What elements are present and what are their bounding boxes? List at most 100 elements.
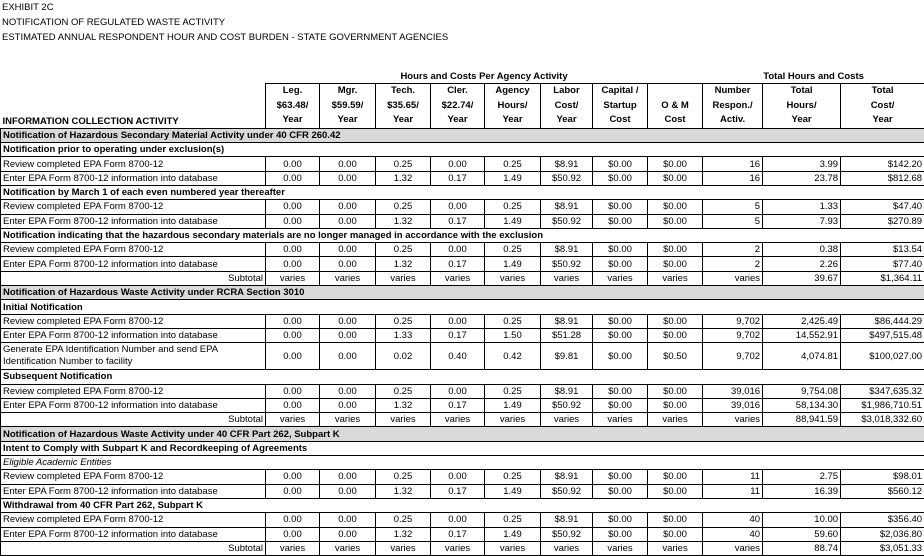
value-cell: 0.25 <box>485 200 541 214</box>
value-cell: 0.00 <box>320 384 376 398</box>
value-cell: $50.92 <box>541 257 593 271</box>
subgroup-title: Eligible Academic Entities <box>1 456 924 470</box>
value-cell: 0.00 <box>266 470 320 484</box>
value-cell: $0.00 <box>648 171 703 185</box>
value-cell: 7.93 <box>763 214 841 228</box>
value-cell: 2.75 <box>763 470 841 484</box>
header-line: Agency <box>487 84 538 99</box>
value-cell: $0.00 <box>593 328 648 342</box>
value-cell: 16 <box>703 171 763 185</box>
value-cell: 2,425.49 <box>763 314 841 328</box>
activity-label: Enter EPA Form 8700-12 information into … <box>1 484 266 498</box>
value-cell: 0.00 <box>431 200 485 214</box>
subsection-title: Initial Notification <box>1 300 924 314</box>
value-cell: 40 <box>703 527 763 541</box>
data-row: Enter EPA Form 8700-12 information into … <box>1 527 924 541</box>
activity-label: Review completed EPA Form 8700-12 <box>1 384 266 398</box>
header-line: Startup <box>595 99 645 114</box>
group-header: Hours and Costs Per Agency Activity <box>266 70 703 84</box>
subsection-row: Notification indicating that the hazardo… <box>1 228 924 242</box>
value-cell: 0.00 <box>266 314 320 328</box>
value-cell: $0.00 <box>593 343 648 370</box>
subsection-title: Withdrawal from 40 CFR Part 262, Subpart… <box>1 498 924 512</box>
subsection-row: Initial Notification <box>1 300 924 314</box>
header-line: $35.65/ <box>378 99 428 114</box>
value-cell: $47.40 <box>841 200 924 214</box>
value-cell: 0.00 <box>320 157 376 171</box>
value-cell: 0.00 <box>320 243 376 257</box>
value-cell: $356.40 <box>841 513 924 527</box>
subsection-title: Subsequent Notification <box>1 370 924 384</box>
value-cell: varies <box>648 541 703 555</box>
subtotal-label: Subtotal <box>1 541 266 555</box>
value-cell: $0.00 <box>593 200 648 214</box>
value-cell: varies <box>266 413 320 427</box>
value-cell: 1.32 <box>376 257 431 271</box>
value-cell: $347,635.32 <box>841 384 924 398</box>
value-cell: 0.00 <box>320 470 376 484</box>
value-cell: $0.00 <box>648 214 703 228</box>
value-cell: 1.49 <box>485 171 541 185</box>
value-cell: 16 <box>703 157 763 171</box>
value-cell: varies <box>431 413 485 427</box>
data-row: Enter EPA Form 8700-12 information into … <box>1 328 924 342</box>
value-cell: 16.39 <box>763 484 841 498</box>
value-cell: varies <box>376 541 431 555</box>
value-cell: 0.00 <box>431 513 485 527</box>
subsection-row: Intent to Comply with Subpart K and Reco… <box>1 441 924 455</box>
data-row: Enter EPA Form 8700-12 information into … <box>1 398 924 412</box>
value-cell: varies <box>266 271 320 285</box>
header-line: Leg. <box>268 84 317 99</box>
value-cell: $8.91 <box>541 470 593 484</box>
header-line: Total <box>765 84 838 99</box>
value-cell: $1,986,710.51 <box>841 398 924 412</box>
value-cell: 0.00 <box>266 384 320 398</box>
value-cell: varies <box>593 541 648 555</box>
value-cell: 0.17 <box>431 398 485 412</box>
value-cell: 0.00 <box>266 398 320 412</box>
activity-label: Review completed EPA Form 8700-12 <box>1 200 266 214</box>
value-cell: 0.25 <box>485 314 541 328</box>
subtotal-label: Subtotal <box>1 271 266 285</box>
value-cell: $50.92 <box>541 214 593 228</box>
value-cell: 0.00 <box>431 470 485 484</box>
value-cell: $0.00 <box>648 200 703 214</box>
value-cell: $1,364.11 <box>841 271 924 285</box>
document-subtitle: ESTIMATED ANNUAL RESPONDENT HOUR AND COS… <box>2 30 448 45</box>
value-cell: 0.00 <box>320 314 376 328</box>
value-cell: 0.00 <box>431 157 485 171</box>
value-cell: 0.00 <box>266 243 320 257</box>
value-cell: 0.25 <box>485 157 541 171</box>
header-line: $22.74/ <box>433 99 482 114</box>
value-cell: 10.00 <box>763 513 841 527</box>
value-cell: $0.00 <box>648 243 703 257</box>
value-cell: 5 <box>703 214 763 228</box>
value-cell: 0.25 <box>485 513 541 527</box>
value-cell: varies <box>376 271 431 285</box>
value-cell: 0.00 <box>266 527 320 541</box>
value-cell: 0.00 <box>320 513 376 527</box>
value-cell: 58,134.30 <box>763 398 841 412</box>
value-cell: varies <box>593 413 648 427</box>
value-cell: $0.00 <box>593 527 648 541</box>
value-cell: 1.49 <box>485 398 541 412</box>
header-line: Cost/ <box>843 99 922 114</box>
value-cell: $0.00 <box>648 470 703 484</box>
value-cell: varies <box>485 413 541 427</box>
value-cell: 88.74 <box>763 541 841 555</box>
activity-label: Enter EPA Form 8700-12 information into … <box>1 328 266 342</box>
value-cell: 0.00 <box>266 214 320 228</box>
section-row: Notification of Hazardous Waste Activity… <box>1 286 924 300</box>
value-cell: 9,702 <box>703 314 763 328</box>
value-cell: 0.17 <box>431 527 485 541</box>
header-line: Hours/ <box>487 99 538 114</box>
value-cell: $270.89 <box>841 214 924 228</box>
